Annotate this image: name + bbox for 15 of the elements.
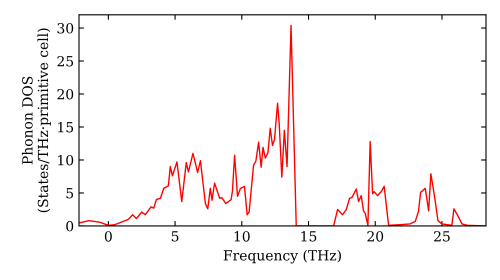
x-tick-label: 15 [301, 231, 316, 242]
y-tick-label: 15 [58, 122, 74, 132]
x-tick-label: 5 [172, 231, 178, 242]
y-tick-label: 25 [57, 56, 74, 66]
y-tick-label: 20 [57, 88, 74, 100]
x-tick-label: 20 [367, 231, 384, 242]
y-tick-label: 5 [66, 188, 74, 198]
x-axis-title: Frequency (THz) [224, 250, 341, 264]
x-tick-label: 10 [234, 231, 250, 242]
x-tick-label: 25 [434, 231, 450, 242]
y-tick-label: 30 [58, 23, 74, 34]
x-tick-label: 0 [104, 231, 112, 242]
y-tick-label: 10 [58, 154, 74, 166]
y-axis-title: Phonon DOS (States/THz·primitive cell) [22, 28, 51, 212]
y-tick-label: 0 [66, 220, 74, 232]
